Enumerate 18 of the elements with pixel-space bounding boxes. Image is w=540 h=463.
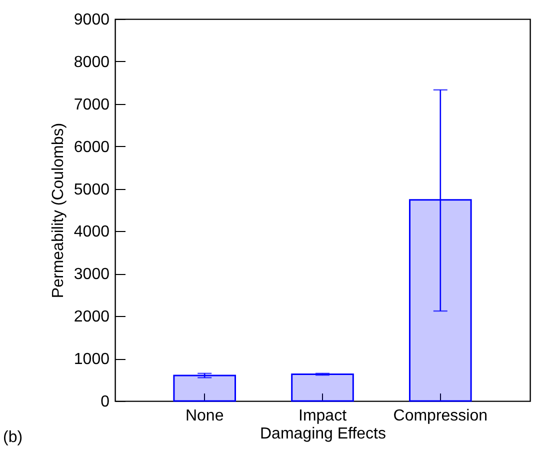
x-axis-title: Damaging Effects bbox=[260, 426, 386, 442]
y-tick-label: 7000 bbox=[74, 96, 110, 114]
y-tick-label: 4000 bbox=[74, 224, 110, 241]
y-tick-label: 9000 bbox=[74, 12, 110, 28]
y-tick-label: 5000 bbox=[74, 181, 110, 198]
y-tick-label: 1000 bbox=[74, 351, 110, 368]
y-tick-label: 0 bbox=[100, 394, 110, 410]
x-tick-label: Impact bbox=[298, 408, 348, 424]
text: (b) bbox=[3, 429, 23, 446]
y-tick-label: 3000 bbox=[74, 266, 110, 284]
x-tick-label: Compression bbox=[393, 408, 488, 424]
bar bbox=[291, 374, 354, 402]
y-tick-label: 2000 bbox=[74, 308, 110, 326]
y-axis-title: Permeability (Coulombs) bbox=[50, 122, 67, 298]
bar bbox=[408, 199, 472, 402]
x-tick-label: None bbox=[185, 408, 224, 424]
y-tick-label: 6000 bbox=[74, 138, 110, 156]
y-tick-label: 8000 bbox=[74, 54, 110, 71]
